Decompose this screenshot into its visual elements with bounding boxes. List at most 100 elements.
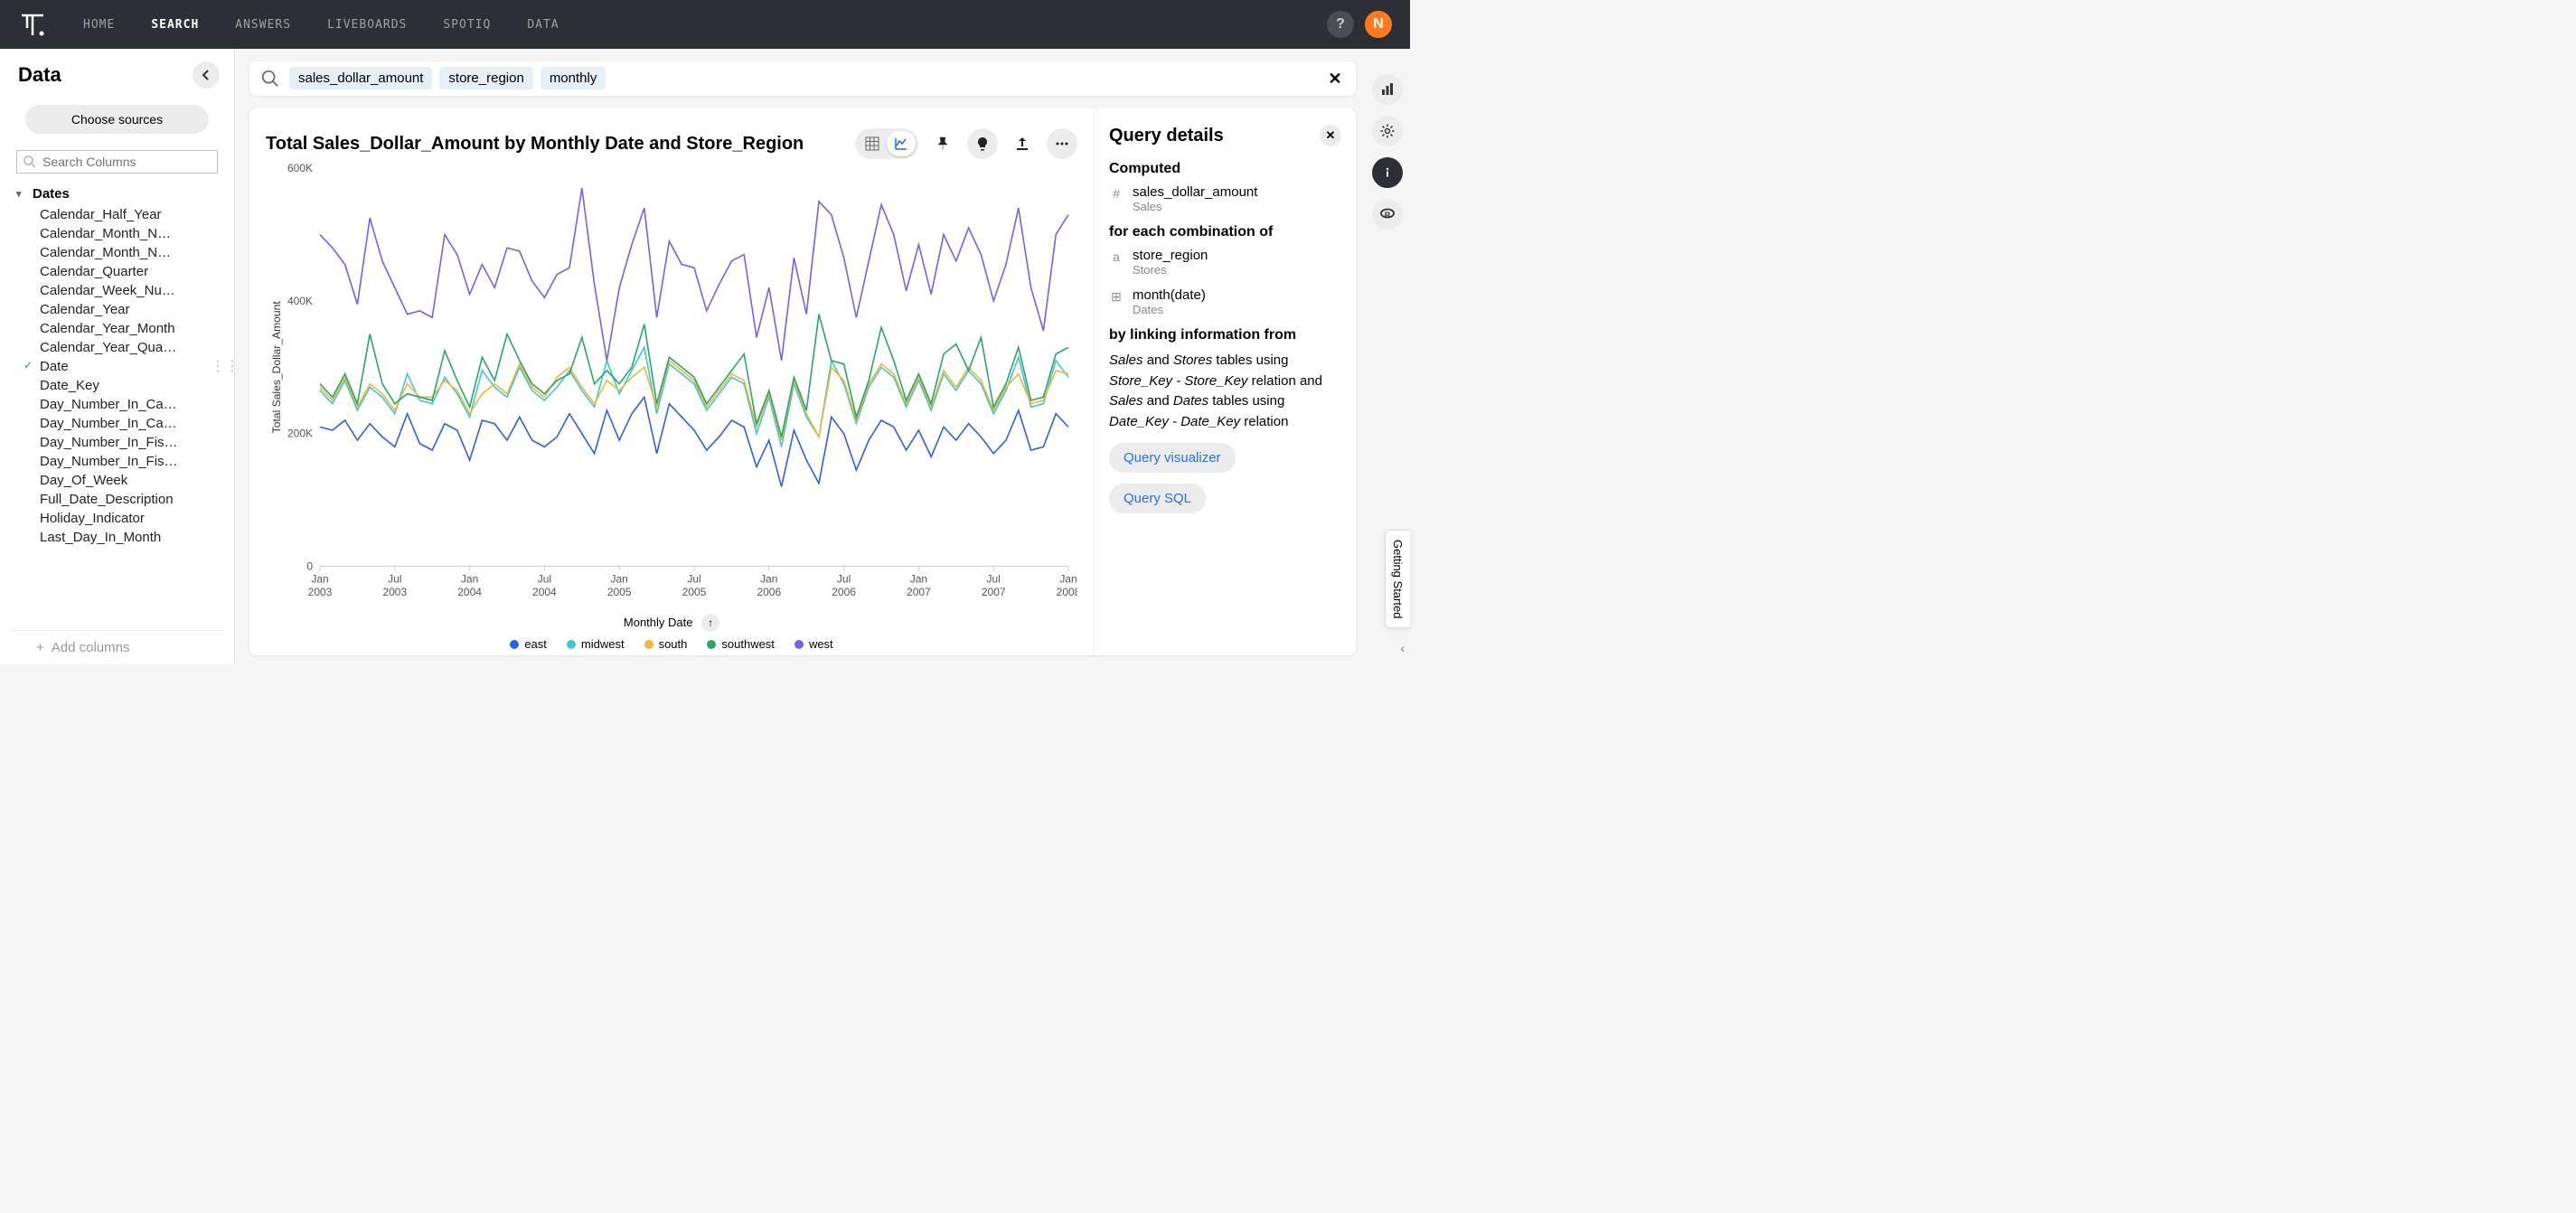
- computed-label: Computed: [1109, 161, 1341, 177]
- search-bar[interactable]: sales_dollar_amount store_region monthly ✕: [249, 61, 1356, 96]
- column-item[interactable]: Day_Of_Week: [16, 471, 220, 490]
- query-details-title: Query details: [1109, 126, 1320, 146]
- nav-item-home[interactable]: HOME: [83, 18, 115, 32]
- query-visualizer-button[interactable]: Query visualizer: [1109, 443, 1236, 473]
- svg-text:Jan: Jan: [910, 573, 927, 586]
- svg-text:200K: 200K: [287, 428, 313, 440]
- svg-text:Jan: Jan: [611, 573, 628, 586]
- legend-item[interactable]: east: [510, 637, 547, 651]
- svg-text:Jul: Jul: [388, 573, 401, 586]
- legend-item[interactable]: south: [644, 637, 688, 651]
- column-item[interactable]: Calendar_Week_Nu…: [16, 281, 220, 300]
- linking-text: Sales and Stores tables using Store_Key …: [1109, 351, 1341, 432]
- svg-text:Total Sales_Dollar_Amount: Total Sales_Dollar_Amount: [270, 301, 283, 434]
- clear-search-icon[interactable]: ✕: [1325, 69, 1345, 89]
- column-item[interactable]: Date_Key: [16, 376, 220, 395]
- svg-text:600K: 600K: [287, 162, 313, 174]
- svg-text:2003: 2003: [382, 586, 407, 598]
- table-view-button[interactable]: [858, 131, 887, 156]
- line-chart: 0200K400K600KJan2003Jul2003Jan2004Jul200…: [266, 159, 1077, 612]
- linking-label: by linking information from: [1109, 327, 1341, 343]
- svg-text:Jan: Jan: [461, 573, 478, 586]
- column-item[interactable]: Last_Day_In_Month: [16, 528, 220, 547]
- legend-item[interactable]: midwest: [567, 637, 625, 651]
- nav-item-answers[interactable]: ANSWERS: [235, 18, 291, 32]
- column-item[interactable]: Calendar_Quarter: [16, 262, 220, 281]
- svg-text:2007: 2007: [907, 586, 931, 598]
- field-type-icon: a: [1109, 248, 1123, 277]
- search-icon: [260, 69, 280, 89]
- logo[interactable]: [18, 10, 47, 39]
- column-item[interactable]: Date: [16, 357, 220, 376]
- nav-item-search[interactable]: SEARCH: [151, 18, 199, 32]
- field-type-icon: ⊞: [1109, 287, 1123, 316]
- settings-button[interactable]: [1372, 116, 1403, 146]
- svg-text:R: R: [1385, 211, 1391, 220]
- nav-item-spotiq[interactable]: SPOTIQ: [443, 18, 491, 32]
- svg-text:Jul: Jul: [687, 573, 700, 586]
- chart-config-button[interactable]: [1372, 74, 1403, 105]
- more-button[interactable]: [1047, 128, 1077, 159]
- search-pill[interactable]: store_region: [439, 67, 532, 89]
- lightbulb-button[interactable]: [967, 128, 998, 159]
- help-button[interactable]: ?: [1327, 11, 1354, 38]
- svg-text:Jan: Jan: [760, 573, 777, 586]
- x-axis-label: Monthly Date: [624, 616, 693, 629]
- resize-handle-icon[interactable]: ⋮⋮: [211, 357, 240, 375]
- column-item[interactable]: Calendar_Year: [16, 300, 220, 319]
- query-sql-button[interactable]: Query SQL: [1109, 484, 1206, 513]
- column-item[interactable]: Day_Number_In_Ca…: [16, 395, 220, 414]
- column-item[interactable]: Calendar_Month_N…: [16, 243, 220, 262]
- nav-item-liveboards[interactable]: LIVEBOARDS: [327, 18, 407, 32]
- column-item[interactable]: Calendar_Year_Month: [16, 319, 220, 338]
- plus-icon: +: [36, 640, 44, 655]
- nav-item-data[interactable]: DATA: [527, 18, 559, 32]
- column-item[interactable]: Full_Date_Description: [16, 490, 220, 509]
- column-item[interactable]: Calendar_Half_Year: [16, 205, 220, 224]
- avatar[interactable]: N: [1365, 11, 1392, 38]
- close-panel-button[interactable]: ✕: [1320, 125, 1341, 146]
- query-details-panel: Query details ✕ Computed # sales_dollar_…: [1094, 108, 1356, 655]
- top-nav: HOMESEARCHANSWERSLIVEBOARDSSPOTIQDATA ? …: [0, 0, 1410, 49]
- svg-text:2006: 2006: [832, 586, 856, 598]
- svg-text:2004: 2004: [532, 586, 557, 598]
- svg-text:2008: 2008: [1057, 586, 1077, 598]
- legend-item[interactable]: southwest: [707, 637, 775, 651]
- column-item[interactable]: Calendar_Year_Qua…: [16, 338, 220, 357]
- svg-text:2005: 2005: [682, 586, 707, 598]
- column-item[interactable]: Calendar_Month_N…: [16, 224, 220, 243]
- chart-view-button[interactable]: [887, 131, 916, 156]
- foreach-label: for each combination of: [1109, 224, 1341, 240]
- pin-button[interactable]: [927, 128, 958, 159]
- choose-sources-button[interactable]: Choose sources: [25, 105, 209, 134]
- search-columns-input[interactable]: [16, 150, 218, 174]
- add-columns-button[interactable]: + Add columns: [9, 630, 225, 664]
- legend-item[interactable]: west: [794, 637, 833, 651]
- getting-started-tab[interactable]: Getting Started: [1385, 530, 1410, 628]
- svg-text:Jul: Jul: [538, 573, 551, 586]
- info-button[interactable]: [1372, 157, 1403, 188]
- collapse-caret-icon[interactable]: ‹: [1400, 641, 1405, 655]
- chart-title: Total Sales_Dollar_Amount by Monthly Dat…: [266, 134, 855, 155]
- r-button[interactable]: R: [1372, 199, 1403, 230]
- column-item[interactable]: Day_Number_In_Ca…: [16, 414, 220, 433]
- column-item[interactable]: Day_Number_In_Fis…: [16, 433, 220, 452]
- tree-group-dates[interactable]: Dates: [16, 183, 220, 205]
- search-columns-field[interactable]: [37, 155, 212, 169]
- svg-text:2004: 2004: [457, 586, 482, 598]
- svg-text:Jul: Jul: [837, 573, 851, 586]
- sort-ascending-icon[interactable]: ↑: [701, 614, 719, 632]
- svg-text:2006: 2006: [757, 586, 781, 598]
- search-pill[interactable]: sales_dollar_amount: [289, 67, 432, 89]
- sidebar-collapse-button[interactable]: [193, 61, 220, 89]
- svg-text:Jan: Jan: [311, 573, 328, 586]
- column-item[interactable]: Holiday_Indicator: [16, 509, 220, 528]
- svg-text:2007: 2007: [982, 586, 1006, 598]
- view-toggle: [855, 128, 918, 159]
- svg-text:2003: 2003: [308, 586, 333, 598]
- column-item[interactable]: Day_Number_In_Fis…: [16, 452, 220, 471]
- search-pill[interactable]: monthly: [541, 67, 606, 89]
- search-icon: [23, 155, 37, 169]
- svg-text:0: 0: [306, 559, 313, 572]
- share-button[interactable]: [1007, 128, 1038, 159]
